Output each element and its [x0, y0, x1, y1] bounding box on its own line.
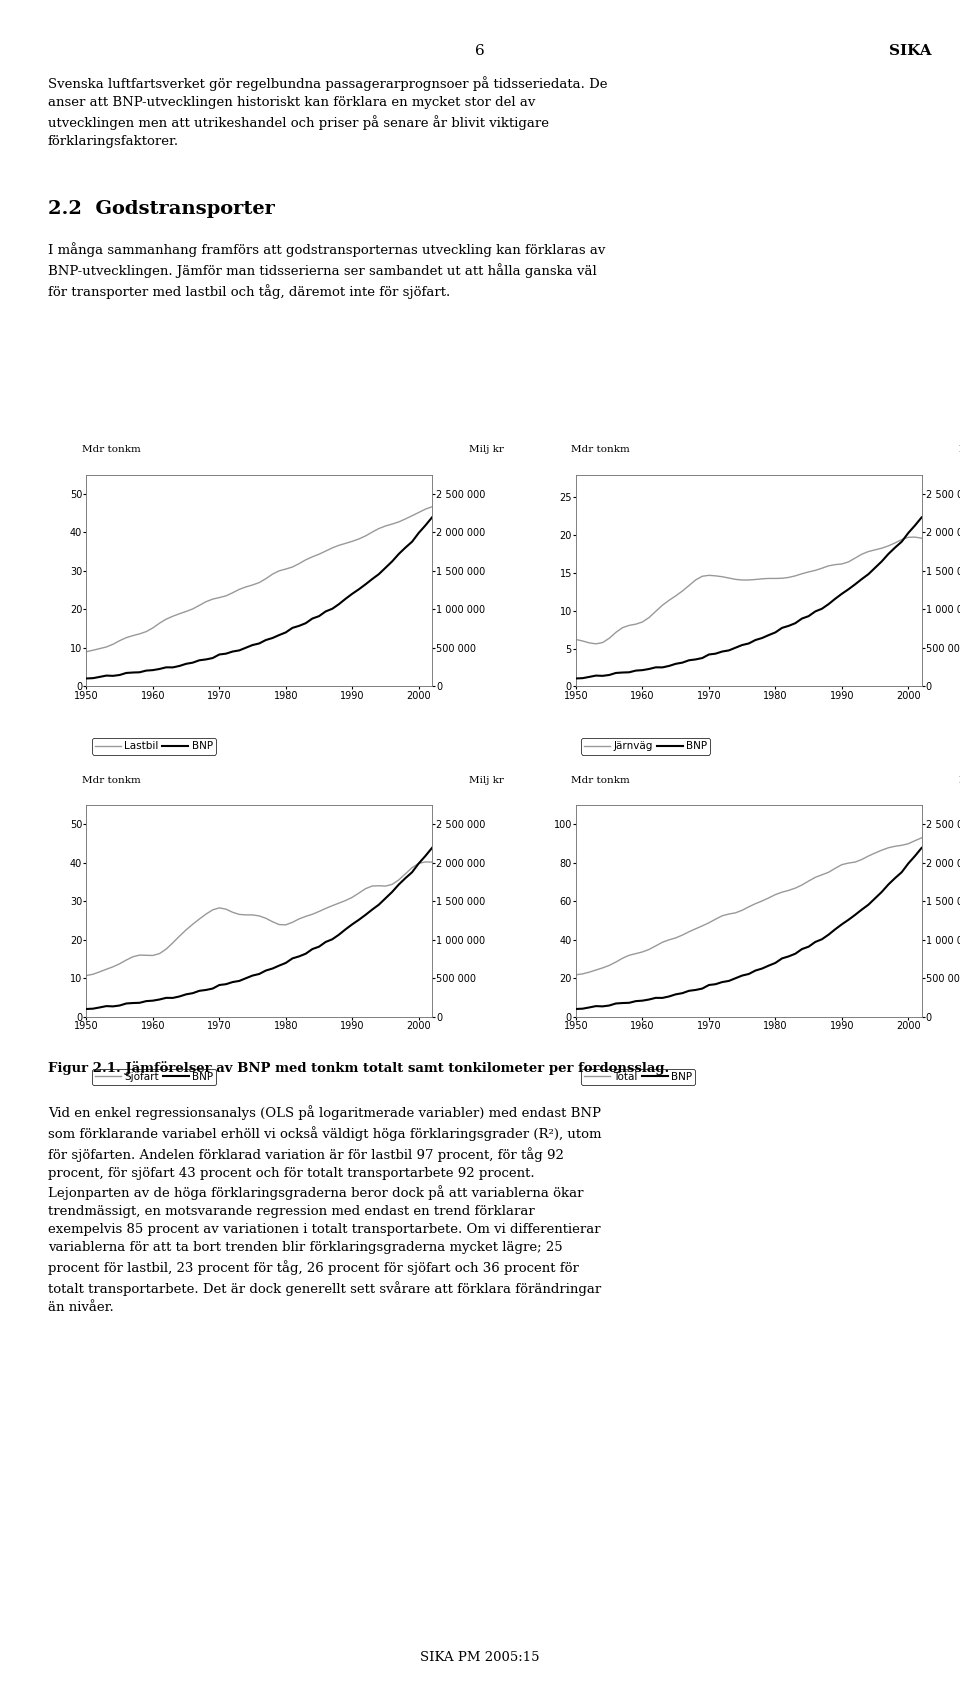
Text: Mdr tonkm: Mdr tonkm: [82, 776, 140, 785]
Text: 6: 6: [475, 44, 485, 58]
Text: Milj kr: Milj kr: [959, 446, 960, 454]
Text: Mdr tonkm: Mdr tonkm: [571, 776, 630, 785]
Text: Mdr tonkm: Mdr tonkm: [571, 446, 630, 454]
Text: 2.2  Godstransporter: 2.2 Godstransporter: [48, 200, 275, 219]
Text: Milj kr: Milj kr: [469, 446, 504, 454]
Legend: Järnväg, BNP: Järnväg, BNP: [581, 739, 710, 754]
Text: SIKA PM 2005:15: SIKA PM 2005:15: [420, 1651, 540, 1664]
Text: Svenska luftfartsverket gör regelbundna passagerarprognsoer på tidsseriedata. De: Svenska luftfartsverket gör regelbundna …: [48, 76, 608, 147]
Text: I många sammanhang framförs att godstransporternas utveckling kan förklaras av
B: I många sammanhang framförs att godstran…: [48, 242, 606, 298]
Text: SIKA: SIKA: [889, 44, 931, 58]
Legend: Sjöfart, BNP: Sjöfart, BNP: [91, 1070, 216, 1085]
Text: Figur 2.1. Jämförelser av BNP med tonkm totalt samt tonkilometer per fordonsslag: Figur 2.1. Jämförelser av BNP med tonkm …: [48, 1061, 669, 1075]
Text: Milj kr: Milj kr: [959, 776, 960, 785]
Legend: Total, BNP: Total, BNP: [581, 1070, 695, 1085]
Text: Milj kr: Milj kr: [469, 776, 504, 785]
Text: Vid en enkel regressionsanalys (OLS på logaritmerade variabler) med endast BNP
s: Vid en enkel regressionsanalys (OLS på l…: [48, 1105, 602, 1314]
Legend: Lastbil, BNP: Lastbil, BNP: [91, 739, 216, 754]
Text: Mdr tonkm: Mdr tonkm: [82, 446, 140, 454]
